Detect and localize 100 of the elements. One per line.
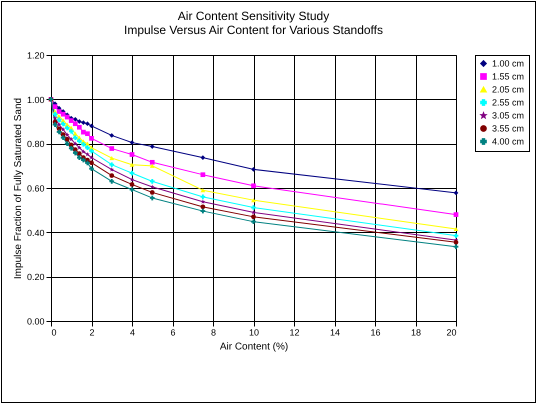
y-tick-label: 1.20 xyxy=(26,50,44,60)
point xyxy=(89,166,94,172)
point xyxy=(150,179,155,184)
point xyxy=(200,194,206,200)
point xyxy=(72,121,78,126)
legend-label: 2.05 cm xyxy=(492,84,524,94)
point xyxy=(81,158,86,162)
point xyxy=(81,120,86,125)
point xyxy=(81,149,86,154)
point xyxy=(56,117,62,122)
point xyxy=(109,146,114,151)
point xyxy=(85,152,90,156)
point xyxy=(56,122,62,127)
point xyxy=(110,167,114,172)
point xyxy=(72,150,78,156)
x-tick-label: 14 xyxy=(330,328,340,338)
point xyxy=(77,155,82,160)
point xyxy=(200,155,206,160)
x-tick-label: 10 xyxy=(248,328,260,338)
point xyxy=(130,182,134,187)
y-tick-label: 0.00 xyxy=(26,316,44,326)
point xyxy=(64,126,70,130)
point xyxy=(60,122,66,126)
point xyxy=(130,187,134,192)
point xyxy=(89,124,94,128)
chart-title: Air Content Sensitivity Study xyxy=(178,9,330,23)
point xyxy=(251,183,256,188)
point xyxy=(89,136,94,141)
point xyxy=(56,130,62,134)
point xyxy=(251,219,256,224)
point xyxy=(200,199,206,204)
y-axis-title: Impulse Fraction of Fully Saturated Sand xyxy=(12,98,24,280)
point xyxy=(56,109,62,114)
chart-subtitle: Impulse Versus Air Content for Various Standoffs xyxy=(124,23,384,37)
y-tick-label: 0.40 xyxy=(26,228,44,238)
point xyxy=(81,142,86,147)
x-tick-label: 0 xyxy=(52,328,57,338)
point xyxy=(77,138,82,144)
point xyxy=(109,173,114,178)
point xyxy=(150,164,155,168)
point xyxy=(52,122,58,127)
point xyxy=(52,112,58,117)
x-tick-label: 6 xyxy=(170,328,176,338)
y-tick-label: 0.80 xyxy=(26,139,44,150)
point xyxy=(454,244,458,250)
x-axis-title: Air Content (%) xyxy=(220,342,288,352)
point xyxy=(150,190,155,195)
point xyxy=(64,136,70,142)
point xyxy=(52,104,58,109)
point xyxy=(200,208,206,214)
point xyxy=(109,133,114,138)
point xyxy=(77,124,82,130)
point xyxy=(251,167,256,172)
point xyxy=(64,141,70,146)
point xyxy=(85,145,90,150)
point xyxy=(130,177,134,182)
point xyxy=(454,233,458,238)
point xyxy=(85,160,90,166)
point xyxy=(150,196,155,200)
legend-label: 4.00 cm xyxy=(492,136,524,146)
point xyxy=(150,184,154,189)
point xyxy=(130,162,134,167)
x-tick-label: 2 xyxy=(89,328,95,338)
x-tick-label: 8 xyxy=(210,328,216,338)
point xyxy=(72,135,78,140)
point xyxy=(72,132,78,136)
point xyxy=(200,172,206,178)
x-tick-label: 20 xyxy=(446,328,456,338)
legend-label: 3.55 cm xyxy=(492,124,524,134)
point xyxy=(85,121,90,126)
point xyxy=(109,179,114,184)
legend-label: 3.05 cm xyxy=(492,110,524,120)
y-tick-label: 1.00 xyxy=(26,94,44,105)
point xyxy=(454,240,458,245)
point xyxy=(130,170,134,176)
point xyxy=(200,204,206,210)
legend-label: 2.55 cm xyxy=(492,98,524,108)
point xyxy=(77,119,82,124)
point xyxy=(109,156,114,160)
point xyxy=(89,148,94,154)
x-tick-label: 12 xyxy=(289,328,300,338)
point xyxy=(89,155,94,160)
point xyxy=(150,144,155,149)
point xyxy=(73,141,78,146)
point xyxy=(77,145,82,150)
point xyxy=(68,146,74,151)
point xyxy=(130,140,134,145)
point xyxy=(150,160,155,165)
point xyxy=(52,116,58,120)
point xyxy=(251,214,256,220)
point xyxy=(454,226,458,232)
point xyxy=(69,136,74,142)
point xyxy=(60,135,66,140)
y-tick-label: 0.60 xyxy=(26,184,44,194)
point xyxy=(64,132,70,137)
x-tick-label: 16 xyxy=(370,328,381,338)
point xyxy=(60,127,66,132)
point xyxy=(454,190,458,196)
point xyxy=(454,212,458,217)
x-tick-label: 18 xyxy=(410,328,422,338)
